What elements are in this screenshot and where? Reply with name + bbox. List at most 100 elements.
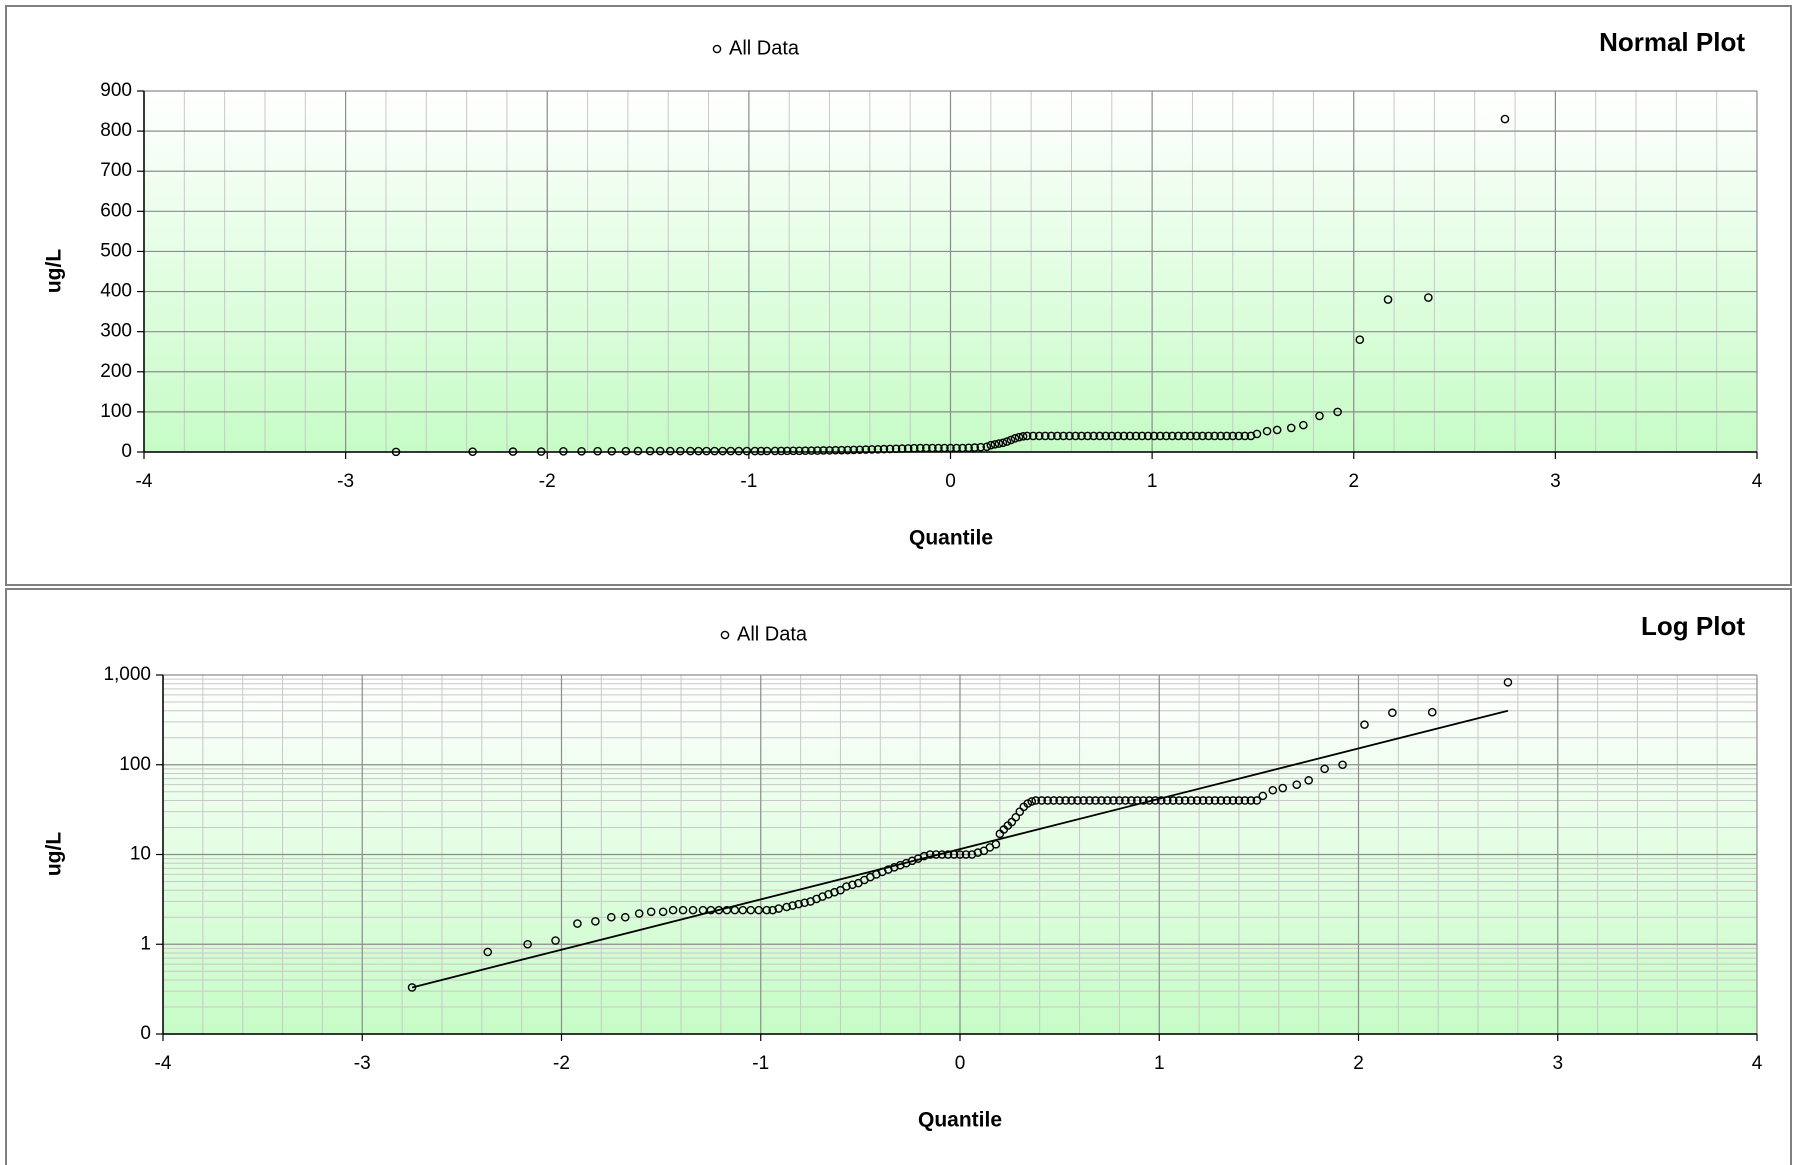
data-point (991, 839, 1001, 849)
data-point (1292, 780, 1302, 789)
data-point (1204, 796, 1214, 805)
data-point (633, 446, 643, 456)
data-point (788, 901, 797, 910)
data-point (794, 899, 803, 909)
data-point (1427, 707, 1437, 717)
data-point (970, 443, 979, 452)
legend-label: All Data (737, 623, 808, 645)
x-tick-label: -2 (553, 1053, 570, 1074)
data-point (750, 446, 760, 456)
data-point (668, 905, 678, 915)
data-point (1002, 437, 1012, 446)
data-point (1216, 431, 1225, 441)
data-point (1043, 796, 1052, 805)
x-tick-label: 0 (955, 1053, 966, 1074)
y-tick-label: 200 (100, 361, 132, 382)
data-point (1040, 431, 1050, 441)
data-point (702, 446, 711, 456)
x-tick-label: 3 (1550, 471, 1561, 492)
data-point (1383, 295, 1393, 304)
data-point (1262, 426, 1272, 436)
data-point (1028, 431, 1038, 441)
data-point (909, 443, 919, 453)
data-point (694, 446, 703, 456)
data-point (897, 444, 907, 453)
data-point (407, 983, 417, 992)
data-point (973, 848, 983, 857)
data-point (1246, 796, 1256, 805)
data-point (1424, 293, 1433, 302)
y-tick-label: 0 (140, 1023, 151, 1044)
y-axis-label: ug/L (43, 249, 66, 293)
data-point (1198, 796, 1208, 805)
x-tick-label: 4 (1752, 1053, 1763, 1074)
data-point (1119, 431, 1129, 441)
data-point (658, 907, 668, 917)
data-point (1089, 431, 1098, 441)
data-point (665, 446, 675, 456)
data-point (688, 905, 698, 915)
data-point (1240, 796, 1250, 805)
data-point (710, 446, 719, 456)
data-point (964, 443, 973, 453)
data-point (931, 850, 941, 859)
data-point (762, 905, 772, 915)
data-point (967, 850, 977, 859)
data-point (1156, 796, 1166, 805)
data-point (483, 947, 493, 957)
data-point (825, 446, 834, 455)
data-point (961, 850, 971, 859)
data-point (774, 904, 783, 913)
data-point (1065, 431, 1074, 441)
x-tick-label: 1 (1147, 471, 1158, 492)
data-point (837, 445, 846, 455)
y-tick-label: 400 (100, 281, 132, 302)
data-point (1252, 796, 1262, 805)
data-point (1210, 796, 1220, 805)
data-point (1053, 431, 1062, 441)
data-point (686, 446, 695, 456)
data-point (1286, 423, 1296, 433)
data-point (1083, 431, 1092, 441)
data-point (523, 939, 532, 949)
data-point (1278, 783, 1288, 793)
data-point (1097, 796, 1106, 805)
legend-label: All Data (729, 37, 800, 59)
data-point (1006, 435, 1016, 445)
data-point (885, 444, 895, 454)
data-point (1103, 796, 1112, 805)
data-point (1010, 434, 1020, 443)
data-point (1338, 760, 1347, 770)
data-point (646, 907, 656, 917)
x-tick-label: -3 (354, 1053, 371, 1074)
data-point (919, 851, 929, 861)
data-point (770, 446, 780, 456)
data-point (1192, 796, 1202, 805)
data-point (621, 446, 631, 456)
data-point (925, 850, 935, 859)
data-point (982, 442, 992, 452)
data-point (1101, 431, 1111, 441)
data-point (1228, 431, 1238, 441)
data-point (1240, 431, 1250, 441)
data-point (1139, 796, 1148, 805)
data-point (1059, 431, 1068, 441)
data-point (976, 442, 986, 452)
y-tick-label: 600 (100, 200, 132, 221)
data-point (768, 905, 778, 915)
data-point (788, 446, 798, 456)
x-tick-label: -2 (539, 471, 556, 492)
data-point (706, 905, 716, 915)
data-point (903, 444, 913, 453)
data-point (1133, 796, 1142, 805)
data-point (1115, 796, 1124, 805)
data-point (607, 912, 616, 922)
data-point (922, 443, 931, 453)
data-point (718, 446, 727, 456)
data-point (1014, 432, 1024, 442)
data-point (1071, 431, 1080, 441)
data-point (800, 898, 809, 908)
data-point (1077, 431, 1086, 441)
data-point (1049, 796, 1058, 805)
